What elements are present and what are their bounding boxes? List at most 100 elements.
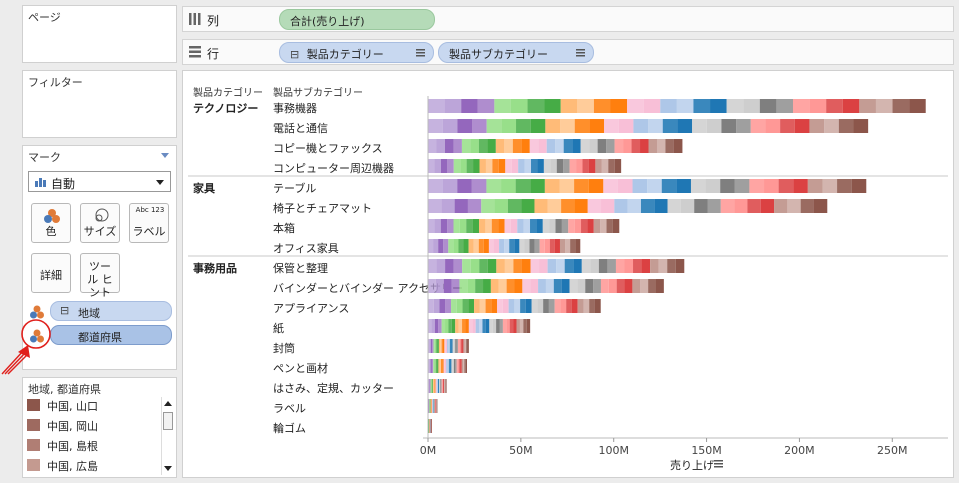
bar-segment[interactable]	[434, 159, 441, 173]
bar-segment[interactable]	[443, 359, 445, 373]
bar-segment[interactable]	[446, 359, 448, 373]
bar-segment[interactable]	[676, 99, 694, 113]
bar-segment[interactable]	[776, 99, 793, 113]
bar-segment[interactable]	[608, 279, 617, 293]
bar-segment[interactable]	[449, 339, 452, 353]
bar-segment[interactable]	[442, 379, 443, 393]
bar-segment[interactable]	[824, 119, 839, 133]
bar-segment[interactable]	[460, 159, 467, 173]
bar-segment[interactable]	[435, 379, 437, 393]
bar-segment[interactable]	[523, 319, 527, 333]
bar-segment[interactable]	[787, 199, 801, 213]
bar-segment[interactable]	[453, 239, 459, 253]
bar-segment[interactable]	[561, 219, 569, 233]
bar-segment[interactable]	[502, 299, 509, 313]
bar-segment[interactable]	[577, 299, 584, 313]
bar-segment[interactable]	[436, 259, 446, 273]
bar-segment[interactable]	[559, 239, 566, 253]
bar-segment[interactable]	[448, 339, 450, 353]
bar-segment[interactable]	[543, 159, 551, 173]
subcategory-label[interactable]: はさみ、定規、カッター	[273, 382, 394, 395]
bar-segment[interactable]	[575, 239, 581, 253]
bar-segment[interactable]	[439, 299, 446, 313]
bar-segment[interactable]	[504, 259, 514, 273]
detail-button[interactable]: 詳細	[31, 253, 71, 293]
bar-segment[interactable]	[892, 99, 910, 113]
bar-segment[interactable]	[859, 99, 876, 113]
bar-segment[interactable]	[488, 239, 494, 253]
bar-segment[interactable]	[454, 359, 456, 373]
bar-segment[interactable]	[743, 99, 760, 113]
bar-segment[interactable]	[429, 339, 431, 353]
bar-segment[interactable]	[442, 339, 445, 353]
subcategory-label[interactable]: ラベル	[273, 402, 306, 415]
bar-segment[interactable]	[587, 199, 602, 213]
bar-segment[interactable]	[519, 239, 525, 253]
bar-segment[interactable]	[451, 339, 453, 353]
bar-segment[interactable]	[534, 199, 548, 213]
bar-segment[interactable]	[479, 299, 486, 313]
bar-segment[interactable]	[662, 119, 678, 133]
bar-segment[interactable]	[470, 139, 479, 153]
bar-segment[interactable]	[612, 219, 620, 233]
bar-segment[interactable]	[440, 159, 448, 173]
bar-segment[interactable]	[631, 139, 641, 153]
bar-segment[interactable]	[665, 139, 674, 153]
bar-segment[interactable]	[582, 159, 589, 173]
bar-segment[interactable]	[472, 219, 480, 233]
bar-segment[interactable]	[574, 199, 588, 213]
bar-segment[interactable]	[531, 299, 538, 313]
bar-segment[interactable]	[473, 159, 480, 173]
bar-segment[interactable]	[437, 339, 439, 353]
bar-segment[interactable]	[428, 239, 434, 253]
bar-segment[interactable]	[614, 159, 622, 173]
bar-segment[interactable]	[489, 319, 493, 333]
bar-segment[interactable]	[460, 359, 462, 373]
bar-segment[interactable]	[487, 139, 496, 153]
bar-segment[interactable]	[601, 159, 609, 173]
bar-segment[interactable]	[454, 199, 468, 213]
bar-segment[interactable]	[490, 279, 499, 293]
bar-segment[interactable]	[444, 99, 462, 113]
bar-segment[interactable]	[550, 159, 557, 173]
bar-segment[interactable]	[475, 279, 484, 293]
bar-segment[interactable]	[530, 279, 539, 293]
bar-segment[interactable]	[493, 239, 500, 253]
bar-segment[interactable]	[494, 99, 511, 113]
bar-segment[interactable]	[778, 179, 794, 193]
bar-segment[interactable]	[516, 319, 520, 333]
bar-segment[interactable]	[447, 359, 449, 373]
bar-segment[interactable]	[707, 199, 721, 213]
bar-segment[interactable]	[439, 379, 441, 393]
bar-segment[interactable]	[909, 99, 926, 113]
bar-segment[interactable]	[428, 179, 443, 193]
bar-segment[interactable]	[544, 179, 560, 193]
subcategory-label[interactable]: 本箱	[273, 222, 295, 235]
bar-segment[interactable]	[667, 199, 681, 213]
bar-segment[interactable]	[526, 319, 531, 333]
bar-segment[interactable]	[439, 359, 441, 373]
bar-segment[interactable]	[656, 139, 666, 153]
bar-segment[interactable]	[472, 319, 476, 333]
bar-segment[interactable]	[734, 179, 750, 193]
bar-segment[interactable]	[632, 279, 641, 293]
bar-segment[interactable]	[765, 119, 781, 133]
bar-segment[interactable]	[492, 319, 497, 333]
bar-segment[interactable]	[491, 299, 498, 313]
bar-segment[interactable]	[640, 139, 649, 153]
subcategory-label[interactable]: テーブル	[273, 182, 317, 195]
bar-segment[interactable]	[851, 179, 867, 193]
bar-segment[interactable]	[680, 199, 695, 213]
bar-segment[interactable]	[432, 379, 434, 393]
bar-segment[interactable]	[632, 179, 648, 193]
bar-segment[interactable]	[433, 339, 435, 353]
bar-segment[interactable]	[588, 179, 604, 193]
bar-segment[interactable]	[826, 99, 843, 113]
bar-segment[interactable]	[501, 119, 517, 133]
bar-segment[interactable]	[624, 279, 633, 293]
bar-segment[interactable]	[706, 119, 722, 133]
bar-segment[interactable]	[510, 219, 518, 233]
bar-segment[interactable]	[571, 299, 578, 313]
bar-segment[interactable]	[593, 219, 601, 233]
bar-segment[interactable]	[467, 279, 476, 293]
